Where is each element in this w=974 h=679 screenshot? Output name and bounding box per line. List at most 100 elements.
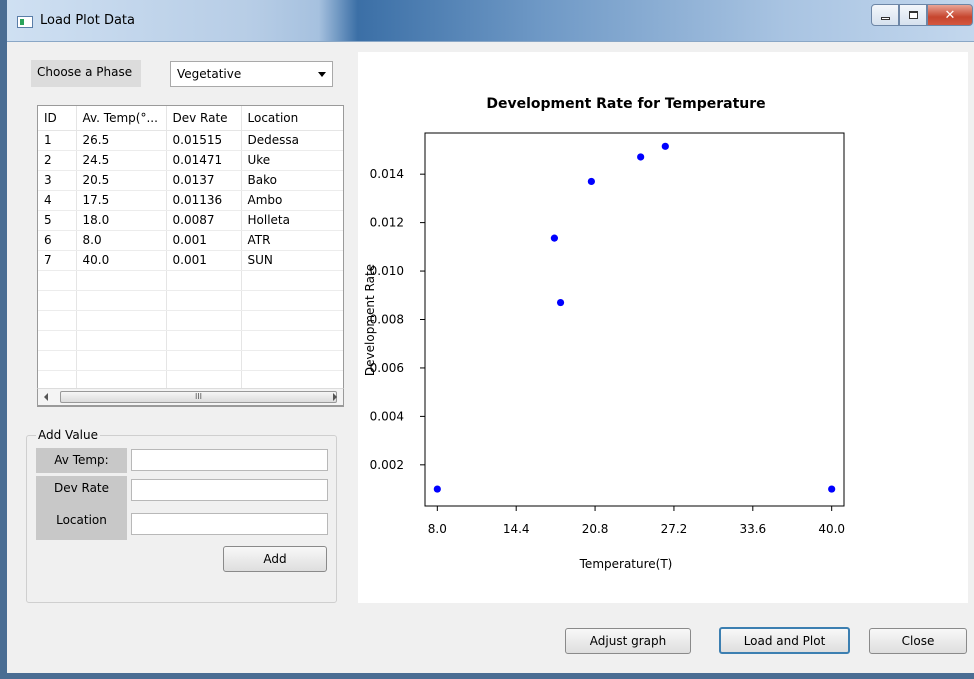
y-tick-label: 0.004 bbox=[370, 409, 404, 423]
y-tick-label: 0.008 bbox=[370, 313, 404, 327]
y-tick-label: 0.006 bbox=[370, 361, 404, 375]
y-tick-label: 0.014 bbox=[370, 167, 404, 181]
cell-av-temp[interactable]: 20.5 bbox=[76, 170, 167, 191]
empty-cell bbox=[166, 330, 242, 351]
cell-dev-rate[interactable]: 0.01515 bbox=[166, 130, 242, 151]
cell-av-temp[interactable]: 26.5 bbox=[76, 130, 167, 151]
chart-title: Development Rate for Temperature bbox=[486, 96, 765, 112]
cell-id[interactable]: 1 bbox=[38, 130, 77, 151]
empty-cell bbox=[76, 290, 167, 311]
plot-area bbox=[424, 132, 845, 507]
column-header-location[interactable]: Location bbox=[241, 106, 343, 131]
empty-cell bbox=[241, 330, 343, 351]
cell-id[interactable]: 2 bbox=[38, 150, 77, 171]
dev-rate-input[interactable] bbox=[131, 479, 328, 501]
data-point bbox=[661, 142, 669, 150]
cell-location[interactable]: ATR bbox=[241, 230, 343, 251]
table-row[interactable]: 4 17.5 0.01136 Ambo bbox=[38, 190, 343, 211]
maximize-icon bbox=[908, 11, 918, 19]
y-axis-label: Development Rate bbox=[363, 264, 377, 376]
empty-row bbox=[38, 350, 343, 371]
cell-dev-rate[interactable]: 0.001 bbox=[166, 250, 242, 271]
data-points bbox=[433, 142, 836, 493]
table-row[interactable]: 6 8.0 0.001 ATR bbox=[38, 230, 343, 251]
chevron-down-icon[interactable] bbox=[318, 72, 326, 77]
close-window-button[interactable]: ✕ bbox=[927, 4, 973, 26]
cell-av-temp[interactable]: 24.5 bbox=[76, 150, 167, 171]
minimize-icon bbox=[880, 16, 890, 20]
cell-location[interactable]: Uke bbox=[241, 150, 343, 171]
cell-location[interactable]: Bako bbox=[241, 170, 343, 191]
x-tick-label: 27.2 bbox=[661, 522, 688, 536]
empty-row bbox=[38, 270, 343, 291]
data-point bbox=[556, 298, 565, 307]
location-input[interactable] bbox=[131, 513, 328, 535]
phase-select[interactable]: Vegetative bbox=[170, 61, 333, 87]
cell-av-temp[interactable]: 18.0 bbox=[76, 210, 167, 231]
column-header-id[interactable]: ID bbox=[38, 106, 77, 131]
cell-dev-rate[interactable]: 0.0137 bbox=[166, 170, 242, 191]
empty-cell bbox=[166, 310, 242, 331]
empty-cell bbox=[76, 270, 167, 291]
data-point bbox=[433, 485, 441, 493]
table-row[interactable]: 3 20.5 0.0137 Bako bbox=[38, 170, 343, 191]
load-and-plot-button[interactable]: Load and Plot bbox=[719, 627, 850, 654]
cell-dev-rate[interactable]: 0.01136 bbox=[166, 190, 242, 211]
scroll-thumb[interactable]: III bbox=[60, 391, 337, 403]
scroll-left-icon[interactable] bbox=[44, 393, 48, 401]
cell-av-temp[interactable]: 40.0 bbox=[76, 250, 167, 271]
table-row[interactable]: 2 24.5 0.01471 Uke bbox=[38, 150, 343, 171]
cell-id[interactable]: 3 bbox=[38, 170, 77, 191]
empty-cell bbox=[166, 290, 242, 311]
data-point bbox=[637, 153, 645, 161]
empty-row bbox=[38, 370, 343, 391]
cell-dev-rate[interactable]: 0.0087 bbox=[166, 210, 242, 231]
cell-location[interactable]: Dedessa bbox=[241, 130, 343, 151]
add-button[interactable]: Add bbox=[223, 546, 327, 572]
empty-cell bbox=[38, 290, 77, 311]
horizontal-scrollbar[interactable]: III bbox=[37, 388, 344, 406]
empty-cell bbox=[241, 270, 343, 291]
close-icon: ✕ bbox=[944, 7, 956, 23]
x-tick-label: 20.8 bbox=[582, 522, 609, 536]
cell-id[interactable]: 4 bbox=[38, 190, 77, 211]
empty-cell bbox=[241, 310, 343, 331]
empty-cell bbox=[38, 270, 77, 291]
maximize-button[interactable] bbox=[899, 4, 927, 26]
close-button[interactable]: Close bbox=[869, 628, 967, 654]
data-table[interactable]: ID Av. Temp(°... Dev Rate Location 1 26.5… bbox=[37, 105, 344, 407]
column-header-av-temp[interactable]: Av. Temp(°... bbox=[76, 106, 167, 131]
window-title: Load Plot Data bbox=[40, 13, 135, 28]
adjust-graph-button[interactable]: Adjust graph bbox=[565, 628, 691, 654]
empty-cell bbox=[76, 330, 167, 351]
cell-id[interactable]: 7 bbox=[38, 250, 77, 271]
empty-cell bbox=[241, 290, 343, 311]
cell-location[interactable]: Holleta bbox=[241, 210, 343, 231]
empty-cell bbox=[166, 370, 242, 391]
title-bar[interactable]: Load Plot Data ✕ bbox=[7, 0, 974, 42]
data-point bbox=[828, 485, 836, 493]
cell-location[interactable]: Ambo bbox=[241, 190, 343, 211]
table-row[interactable]: 7 40.0 0.001 SUN bbox=[38, 250, 343, 271]
empty-row bbox=[38, 330, 343, 351]
y-tick-label: 0.010 bbox=[370, 264, 404, 278]
add-value-title: Add Value bbox=[36, 428, 100, 442]
cell-dev-rate[interactable]: 0.001 bbox=[166, 230, 242, 251]
cell-dev-rate[interactable]: 0.01471 bbox=[166, 150, 242, 171]
table-row[interactable]: 5 18.0 0.0087 Holleta bbox=[38, 210, 343, 231]
window-controls: ✕ bbox=[871, 4, 973, 26]
av-temp-input[interactable] bbox=[131, 449, 328, 471]
x-tick-label: 33.6 bbox=[739, 522, 766, 536]
table-row[interactable]: 1 26.5 0.01515 Dedessa bbox=[38, 130, 343, 151]
y-axis: 0.002 0.004 0.006 0.008 0.010 0.012 0.014 bbox=[370, 167, 425, 472]
x-axis-label: Temperature(T) bbox=[579, 557, 673, 571]
cell-av-temp[interactable]: 17.5 bbox=[76, 190, 167, 211]
empty-row bbox=[38, 310, 343, 331]
cell-id[interactable]: 6 bbox=[38, 230, 77, 251]
cell-id[interactable]: 5 bbox=[38, 210, 77, 231]
column-header-dev-rate[interactable]: Dev Rate bbox=[166, 106, 242, 131]
cell-location[interactable]: SUN bbox=[241, 250, 343, 271]
scroll-right-icon[interactable] bbox=[333, 393, 337, 401]
cell-av-temp[interactable]: 8.0 bbox=[76, 230, 167, 251]
minimize-button[interactable] bbox=[871, 4, 899, 26]
